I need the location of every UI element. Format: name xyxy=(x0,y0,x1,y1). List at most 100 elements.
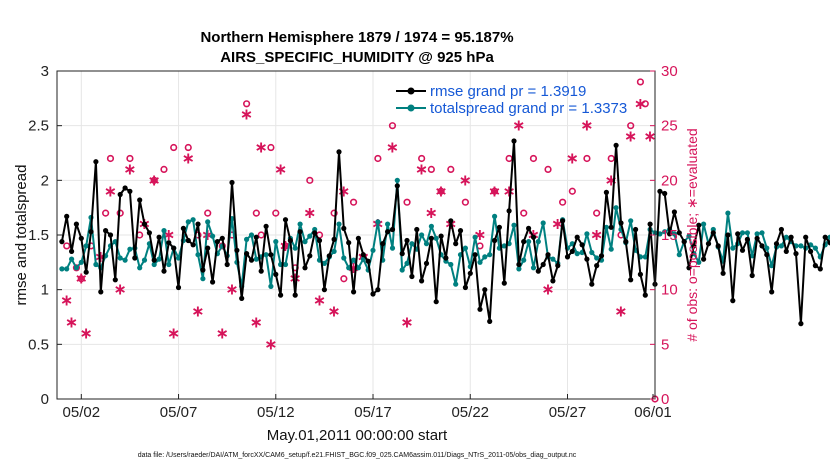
series-0-point-23 xyxy=(171,245,177,251)
series-0-point-61 xyxy=(355,235,361,241)
series-0-point-79 xyxy=(443,255,449,261)
obs-evaluated-marker-23: ∗ xyxy=(289,269,302,288)
series-0-point-94 xyxy=(516,261,522,268)
series-1-point-50 xyxy=(302,239,308,245)
obs-evaluated-marker-15: ∗ xyxy=(216,323,229,342)
series-1-point-40 xyxy=(253,256,259,262)
series-1-point-88 xyxy=(487,252,493,258)
series-1-point-39 xyxy=(248,232,255,238)
legend: rmse grand pr = 1.3919 totalspread grand… xyxy=(396,83,627,117)
series-1-point-5 xyxy=(83,243,89,249)
obs-evaluated-marker-32: ∗ xyxy=(400,312,413,331)
series-0-point-153 xyxy=(803,234,809,240)
series-0-point-74 xyxy=(419,278,425,284)
series-0-point-68 xyxy=(389,226,396,233)
obs-evaluated-marker-0: ∗ xyxy=(60,291,73,310)
series-1-point-101 xyxy=(550,256,556,262)
obs-possible-marker-27 xyxy=(340,275,348,283)
series-1-point-42 xyxy=(263,252,269,258)
series-1-point-138 xyxy=(730,245,736,251)
series-1-point-27 xyxy=(190,217,196,223)
obs-evaluated-marker-40: ∗ xyxy=(502,181,515,200)
series-1-point-48 xyxy=(292,245,298,251)
series-0-point-42 xyxy=(263,223,269,229)
series-0-point-132 xyxy=(701,256,707,262)
series-1-point-148 xyxy=(778,243,785,249)
series-0-point-58 xyxy=(341,225,347,231)
obs-evaluated-marker-7: ∗ xyxy=(123,159,136,178)
obs-evaluated-marker-45: ∗ xyxy=(566,148,579,167)
series-0-point-137 xyxy=(725,232,731,238)
obs-possible-marker-17 xyxy=(243,100,251,108)
series-0-point-89 xyxy=(492,237,498,244)
series-1-point-114 xyxy=(613,205,619,211)
series-1-point-68 xyxy=(389,245,396,251)
series-0-point-91 xyxy=(501,280,507,286)
series-0-point-101 xyxy=(550,278,556,284)
series-1-point-131 xyxy=(696,259,702,265)
series-0-point-44 xyxy=(273,271,279,277)
series-1-point-99 xyxy=(540,220,546,226)
series-0-point-140 xyxy=(739,247,746,253)
obs-evaluated-marker-19: ∗ xyxy=(254,138,267,157)
series-0-point-80 xyxy=(448,218,454,224)
series-0-point-104 xyxy=(564,254,571,260)
series-1-point-144 xyxy=(759,230,765,236)
obs-possible-marker-42 xyxy=(529,154,538,163)
series-0-point-149 xyxy=(783,248,789,254)
series-0-point-141 xyxy=(744,236,751,242)
obs-evaluated-marker-52: ∗ xyxy=(643,127,656,146)
series-0-point-119 xyxy=(637,271,644,277)
obs-evaluated-marker-51: ∗ xyxy=(634,94,647,113)
series-0-point-17 xyxy=(141,221,148,227)
obs-evaluated-marker-11: ∗ xyxy=(167,323,180,342)
series-0-point-100 xyxy=(545,252,551,258)
series-0-point-116 xyxy=(623,239,629,245)
series-1-point-49 xyxy=(297,221,303,227)
series-1-point-69 xyxy=(394,177,400,183)
series-1-point-4 xyxy=(78,259,84,265)
obs-possible-marker-14 xyxy=(204,209,212,217)
series-1-point-158 xyxy=(827,234,830,240)
series-0-point-5 xyxy=(83,269,89,275)
series-0-point-128 xyxy=(681,239,687,245)
series-0-point-111 xyxy=(598,253,605,259)
obs-possible-marker-21 xyxy=(272,209,280,217)
series-1-point-91 xyxy=(501,243,507,249)
series-1-point-13 xyxy=(122,257,128,263)
series-0-point-9 xyxy=(103,228,109,234)
series-0-point-20 xyxy=(156,234,162,240)
series-1-point-7 xyxy=(93,261,99,268)
y-tick-label-0: 0 xyxy=(41,391,49,408)
series-0-point-54 xyxy=(321,287,327,293)
series-0-point-11 xyxy=(112,277,118,283)
series-1-point-51 xyxy=(307,233,313,239)
obs-possible-marker-26 xyxy=(330,209,338,217)
x-tick-label-0: 05/02 xyxy=(63,404,101,421)
series-0-point-96 xyxy=(526,225,532,231)
series-0-point-3 xyxy=(73,221,79,227)
series-0-point-121 xyxy=(647,221,653,227)
series-0-point-55 xyxy=(326,253,332,259)
obs-evaluated-marker-41: ∗ xyxy=(512,116,525,135)
obs-evaluated-marker-49: ∗ xyxy=(614,302,627,321)
series-1-point-19 xyxy=(151,261,157,268)
y-axis-label: rmse and totalspread xyxy=(13,165,30,306)
series-0-point-81 xyxy=(453,241,459,247)
series-0-point-103 xyxy=(560,218,566,224)
series-0-point-125 xyxy=(667,231,673,237)
series-0-point-138 xyxy=(730,298,736,304)
series-1-point-126 xyxy=(671,231,678,237)
obs-possible-marker-50 xyxy=(627,122,635,130)
series-0-point-18 xyxy=(146,230,152,236)
obs-possible-marker-33 xyxy=(418,154,426,163)
obs-evaluated-marker-46: ∗ xyxy=(580,116,593,135)
series-0-point-150 xyxy=(788,234,794,240)
obs-evaluated-marker-20: ∗ xyxy=(264,334,277,353)
y-right-tick-label-3: 15 xyxy=(661,227,678,244)
series-0-point-57 xyxy=(336,149,342,155)
obs-possible-marker-30 xyxy=(374,154,382,163)
series-0-point-66 xyxy=(380,241,386,247)
obs-evaluated-marker-25: ∗ xyxy=(313,291,326,310)
